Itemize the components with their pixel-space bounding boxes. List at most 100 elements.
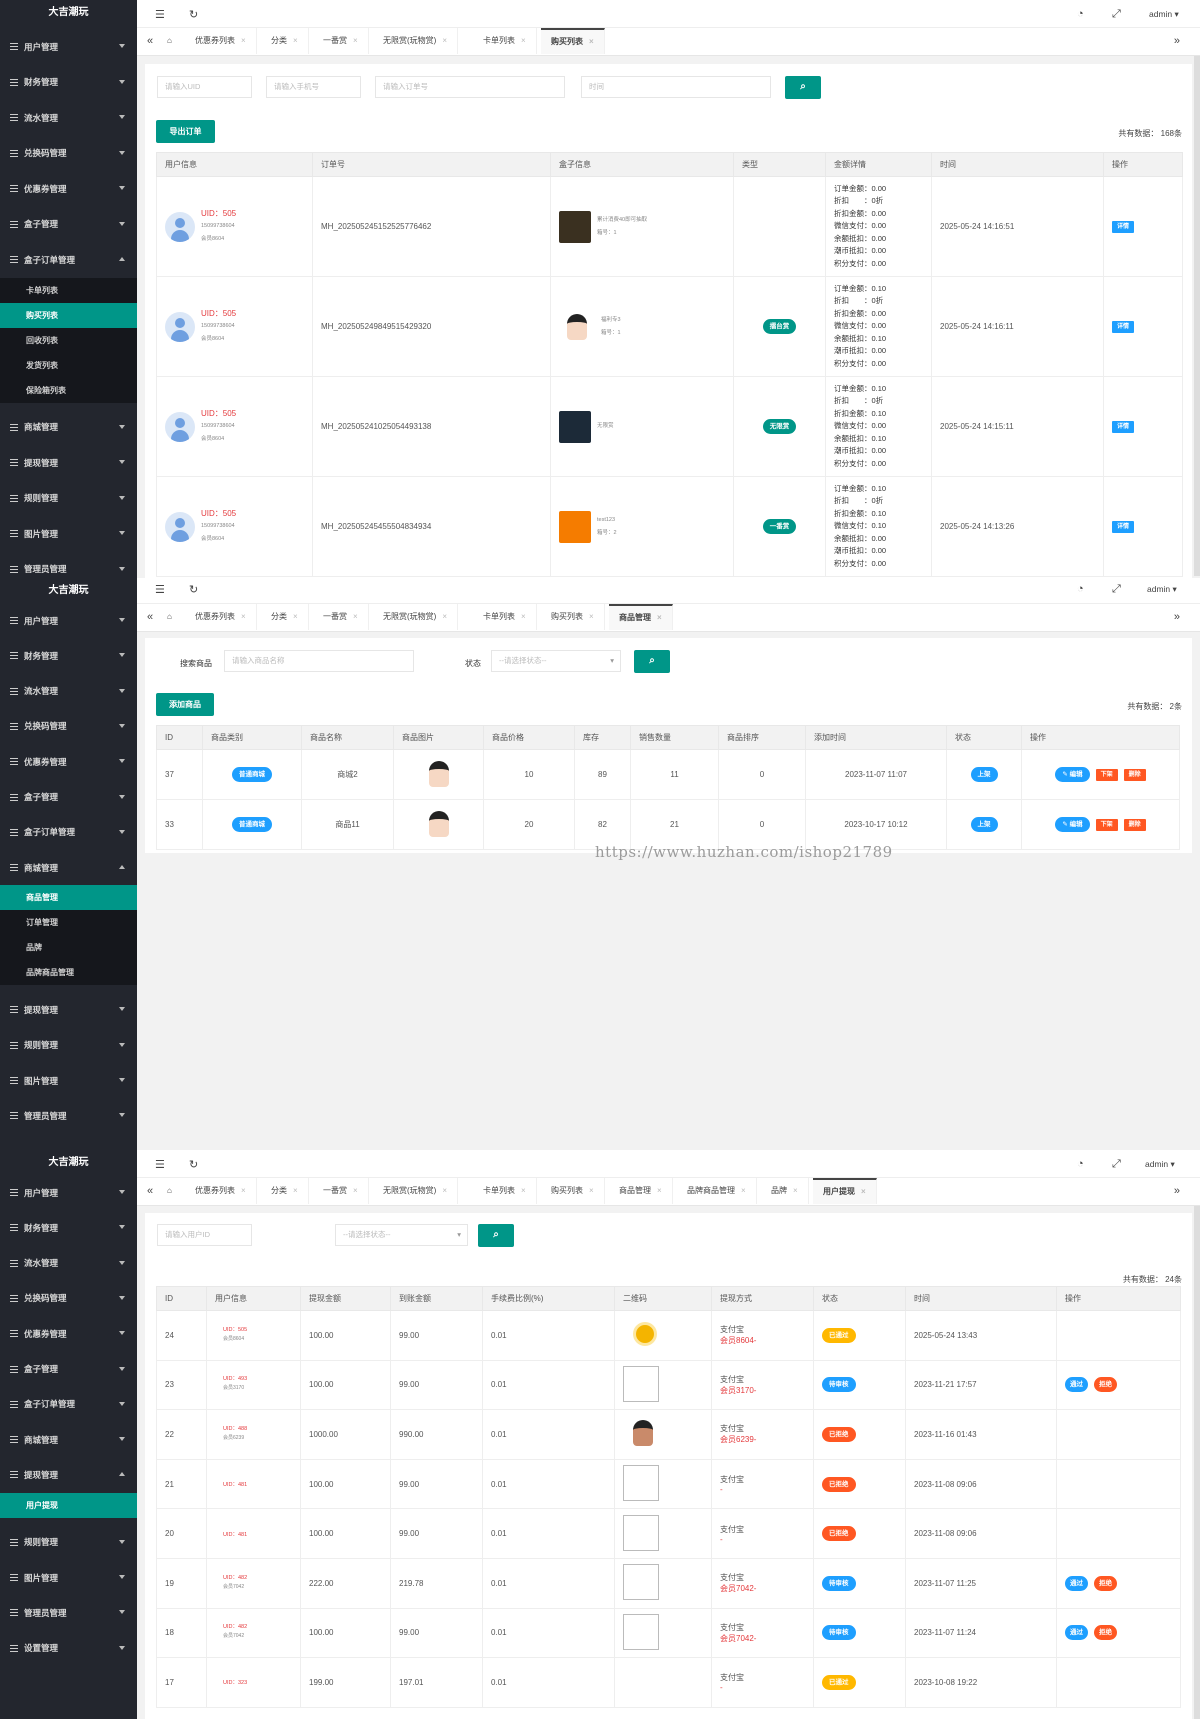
search-button[interactable]: ⌕ (634, 650, 670, 673)
delete-button[interactable]: 删除 (1123, 769, 1146, 781)
tab-item[interactable]: 商品管理 × (609, 1178, 673, 1204)
sidebar-item[interactable]: 兑换码管理 (0, 709, 137, 744)
close-icon[interactable]: × (521, 1186, 526, 1195)
order-input[interactable]: 请输入订单号 (375, 76, 565, 98)
user-id-input[interactable]: 请输入用户ID (157, 1224, 252, 1246)
edit-button[interactable]: ✎ 编辑 (1055, 767, 1090, 782)
tab-item[interactable]: 优惠券列表 × (185, 1178, 257, 1204)
sidebar-item[interactable]: 优惠券管理 (0, 744, 137, 779)
tabs-left-icon[interactable]: « (147, 611, 154, 623)
delete-button[interactable]: 删除 (1123, 819, 1146, 831)
sidebar-item[interactable]: 图片管理 (0, 516, 137, 551)
tabs-right-icon[interactable]: » (1173, 35, 1180, 47)
close-icon[interactable]: × (589, 1186, 594, 1195)
fullscreen-icon[interactable]: ⤢ (1112, 8, 1121, 20)
tab-item[interactable]: 分类 × (261, 604, 309, 630)
admin-menu[interactable]: admin ▾ (1145, 1159, 1175, 1169)
tab-item[interactable]: 无限赏(玩物赏) × (373, 28, 458, 54)
fullscreen-icon[interactable]: ⤢ (1112, 1158, 1121, 1170)
submenu-item[interactable]: 卡单列表 (26, 285, 58, 295)
sidebar-item[interactable]: 商城管理 (0, 1422, 137, 1457)
close-icon[interactable]: × (442, 612, 447, 621)
close-icon[interactable]: × (861, 1187, 866, 1196)
menu-toggle-icon[interactable]: ☰ (155, 9, 165, 21)
refresh-icon[interactable]: ↻ (189, 9, 199, 21)
close-icon[interactable]: × (241, 612, 246, 621)
detail-button[interactable]: 详情 (1112, 320, 1135, 333)
close-icon[interactable]: × (353, 1186, 358, 1195)
sidebar-item[interactable]: 用户管理 (0, 1175, 137, 1210)
sidebar-item[interactable]: 盒子订单管理 (0, 242, 137, 277)
sidebar-item[interactable]: 规则管理 (0, 1525, 137, 1560)
status-badge[interactable]: 上架 (970, 817, 998, 832)
sidebar-item[interactable]: 盒子订单管理 (0, 1387, 137, 1422)
home-icon[interactable]: ⌂ (167, 1186, 172, 1195)
sidebar-item[interactable]: 规则管理 (0, 481, 137, 516)
search-button[interactable]: ⌕ (785, 76, 821, 99)
sidebar-item[interactable]: 优惠券管理 (0, 171, 137, 206)
sidebar-item[interactable]: 财务管理 (0, 1210, 137, 1245)
sidebar-item[interactable]: 规则管理 (0, 1028, 137, 1063)
close-icon[interactable]: × (241, 36, 246, 45)
sidebar-item[interactable]: 管理员管理 (0, 1098, 137, 1133)
off-shelf-button[interactable]: 下架 (1095, 769, 1118, 781)
tabs-right-icon[interactable]: » (1173, 1185, 1180, 1197)
tab-item[interactable]: 卡单列表 × (473, 604, 537, 630)
sidebar-item[interactable]: 兑换码管理 (0, 1281, 137, 1316)
refresh-icon[interactable]: ↻ (189, 1159, 199, 1171)
sidebar-item[interactable]: 兑换码管理 (0, 136, 137, 171)
tab-item[interactable]: 一番赏 × (313, 1178, 369, 1204)
sidebar-item[interactable]: 盒子管理 (0, 780, 137, 815)
menu-toggle-icon[interactable]: ☰ (155, 584, 165, 596)
theme-icon[interactable]: ◔ (1077, 8, 1084, 20)
tab-item[interactable]: 无限赏(玩物赏) × (373, 1178, 458, 1204)
submenu-item[interactable]: 商品管理 (0, 885, 137, 911)
fullscreen-icon[interactable]: ⤢ (1112, 583, 1121, 595)
sidebar-item[interactable]: 图片管理 (0, 1560, 137, 1595)
uid-input[interactable]: 请输入UID (157, 76, 252, 98)
close-icon[interactable]: × (442, 1186, 447, 1195)
search-button[interactable]: ⌕ (478, 1224, 514, 1247)
home-icon[interactable]: ⌂ (167, 36, 172, 45)
admin-menu[interactable]: admin ▾ (1147, 584, 1177, 594)
status-badge[interactable]: 上架 (970, 767, 998, 782)
close-icon[interactable]: × (521, 612, 526, 621)
sidebar-item[interactable]: 流水管理 (0, 674, 137, 709)
sidebar-item[interactable]: 商城管理 (0, 850, 137, 885)
tab-item[interactable]: 一番赏 × (313, 28, 369, 54)
add-product-button[interactable]: 添加商品 (156, 693, 214, 716)
tab-item[interactable]: 用户提现 × (813, 1178, 877, 1204)
detail-button[interactable]: 详情 (1112, 420, 1135, 433)
sidebar-item[interactable]: 盒子订单管理 (0, 815, 137, 850)
sidebar-item[interactable]: 管理员管理 (0, 1595, 137, 1630)
tabs-right-icon[interactable]: » (1173, 611, 1180, 623)
close-icon[interactable]: × (293, 612, 298, 621)
pass-button[interactable]: 通过 (1065, 1377, 1088, 1393)
admin-menu[interactable]: admin ▾ (1149, 9, 1179, 19)
tab-item[interactable]: 品牌 × (761, 1178, 809, 1204)
sidebar-item[interactable]: 用户管理 (0, 603, 137, 638)
submenu-item[interactable]: 品牌 (26, 943, 42, 953)
sidebar-item[interactable]: 流水管理 (0, 1246, 137, 1281)
status-select[interactable]: --请选择状态-- ▾ (491, 650, 621, 672)
reject-button[interactable]: 拒绝 (1094, 1625, 1117, 1641)
tab-item[interactable]: 购买列表 × (541, 1178, 605, 1204)
refresh-icon[interactable]: ↻ (189, 584, 199, 596)
sidebar-item[interactable]: 财务管理 (0, 638, 137, 673)
tab-item[interactable]: 无限赏(玩物赏) × (373, 604, 458, 630)
close-icon[interactable]: × (657, 1186, 662, 1195)
close-icon[interactable]: × (589, 37, 594, 46)
submenu-item[interactable]: 保险箱列表 (26, 385, 66, 395)
theme-icon[interactable]: ◔ (1077, 1158, 1084, 1170)
sidebar-item[interactable]: 图片管理 (0, 1063, 137, 1098)
edit-button[interactable]: ✎ 编辑 (1055, 817, 1090, 832)
sidebar-item[interactable]: 流水管理 (0, 100, 137, 135)
sidebar-item[interactable]: 提现管理 (0, 445, 137, 480)
close-icon[interactable]: × (293, 36, 298, 45)
sidebar-item[interactable]: 提现管理 (0, 992, 137, 1027)
tabs-left-icon[interactable]: « (147, 1185, 154, 1197)
pass-button[interactable]: 通过 (1065, 1575, 1088, 1591)
reject-button[interactable]: 拒绝 (1094, 1377, 1117, 1393)
time-input[interactable]: 时间 (581, 76, 771, 98)
tab-item[interactable]: 卡单列表 × (473, 28, 537, 54)
